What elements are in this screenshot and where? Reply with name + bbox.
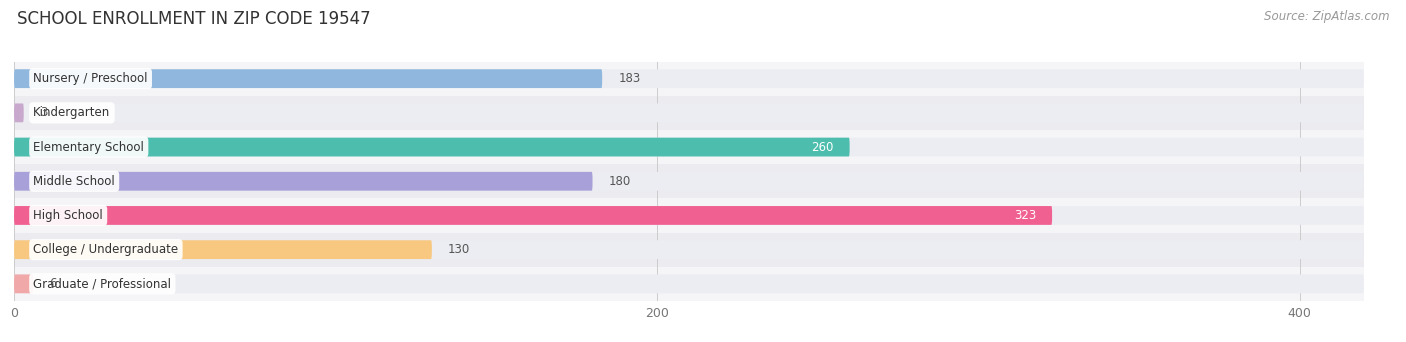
Text: 130: 130 [449, 243, 470, 256]
FancyBboxPatch shape [14, 69, 602, 88]
Text: High School: High School [34, 209, 103, 222]
FancyBboxPatch shape [14, 206, 1364, 225]
FancyBboxPatch shape [14, 138, 1364, 157]
FancyBboxPatch shape [14, 240, 1364, 259]
Text: Middle School: Middle School [34, 175, 115, 188]
Text: 6: 6 [49, 277, 56, 290]
Bar [14, 164, 1364, 198]
Bar [14, 130, 1364, 164]
Text: Nursery / Preschool: Nursery / Preschool [34, 72, 148, 85]
Text: Elementary School: Elementary School [34, 141, 145, 154]
Text: College / Undergraduate: College / Undergraduate [34, 243, 179, 256]
FancyBboxPatch shape [14, 104, 24, 122]
Bar [14, 233, 1364, 267]
Bar [14, 96, 1364, 130]
Bar [14, 62, 1364, 96]
FancyBboxPatch shape [14, 240, 432, 259]
Text: Graduate / Professional: Graduate / Professional [34, 277, 172, 290]
Text: 260: 260 [811, 141, 834, 154]
FancyBboxPatch shape [14, 69, 1364, 88]
FancyBboxPatch shape [14, 138, 849, 157]
Bar [14, 198, 1364, 233]
FancyBboxPatch shape [14, 274, 1364, 293]
Text: 180: 180 [609, 175, 631, 188]
FancyBboxPatch shape [14, 172, 592, 191]
FancyBboxPatch shape [14, 206, 1052, 225]
Text: 3: 3 [39, 106, 48, 119]
Text: Kindergarten: Kindergarten [34, 106, 111, 119]
Text: Source: ZipAtlas.com: Source: ZipAtlas.com [1264, 10, 1389, 23]
FancyBboxPatch shape [14, 104, 1364, 122]
FancyBboxPatch shape [14, 172, 1364, 191]
Text: SCHOOL ENROLLMENT IN ZIP CODE 19547: SCHOOL ENROLLMENT IN ZIP CODE 19547 [17, 10, 371, 28]
Bar [14, 267, 1364, 301]
Text: 183: 183 [619, 72, 641, 85]
FancyBboxPatch shape [14, 274, 34, 293]
Text: 323: 323 [1014, 209, 1036, 222]
